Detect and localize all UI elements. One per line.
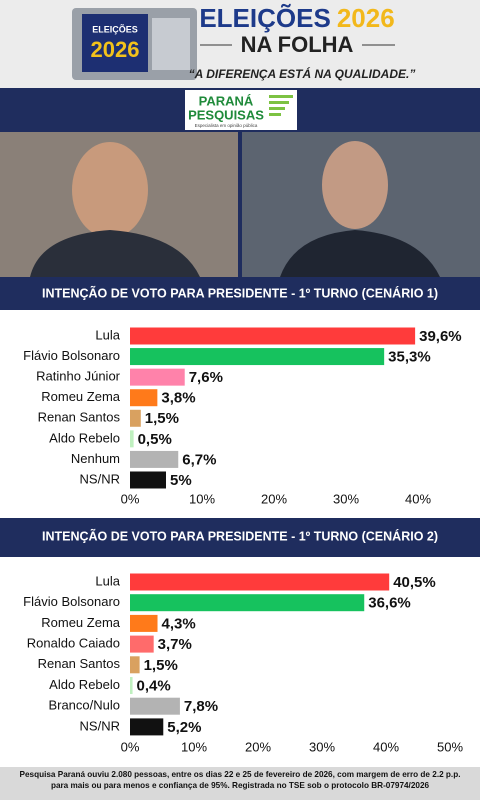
bar xyxy=(130,718,164,736)
slogan: “A DIFERENÇA ESTÁ NA QUALIDADE.” xyxy=(189,66,416,81)
sponsor-name: PESQUISAS xyxy=(188,107,264,122)
logo-word: ELEIÇÕES xyxy=(92,24,138,34)
value-label: 5,2% xyxy=(167,719,201,736)
x-tick-label: 10% xyxy=(189,491,215,506)
category-label: Nenhum xyxy=(71,451,120,466)
chart-title: INTENÇÃO DE VOTO PARA PRESIDENTE - 1º TU… xyxy=(42,285,438,300)
x-tick-label: 0% xyxy=(121,739,140,754)
category-label: Ronaldo Caiado xyxy=(27,636,120,651)
sponsor-tagline: Especialista em opinião pública xyxy=(195,123,258,128)
category-label: Branco/Nulo xyxy=(48,698,120,713)
category-label: Flávio Bolsonaro xyxy=(23,348,120,363)
category-label: Lula xyxy=(95,327,120,342)
value-label: 39,6% xyxy=(419,328,462,345)
bar xyxy=(130,327,416,345)
plot-bg xyxy=(0,557,480,767)
value-label: 40,5% xyxy=(393,574,436,591)
header-subtitle: NA FOLHA xyxy=(241,32,354,57)
category-label: Flávio Bolsonaro xyxy=(23,594,120,609)
value-label: 5% xyxy=(170,472,192,489)
value-label: 4,3% xyxy=(162,615,196,632)
title-band xyxy=(0,280,480,308)
photo-face xyxy=(322,141,388,229)
bar xyxy=(130,594,365,612)
value-label: 3,7% xyxy=(158,636,192,653)
sponsor-stripes xyxy=(269,95,293,116)
value-label: 6,7% xyxy=(182,451,216,468)
header-title: ELEIÇÕES 2026 xyxy=(199,3,394,33)
value-label: 0,5% xyxy=(138,431,172,448)
bar xyxy=(130,471,166,489)
category-label: Romeu Zema xyxy=(41,389,121,404)
bar xyxy=(130,450,179,468)
x-tick-label: 20% xyxy=(245,739,271,754)
value-label: 36,6% xyxy=(368,595,411,612)
x-tick-label: 40% xyxy=(373,739,399,754)
category-label: NS/NR xyxy=(80,718,120,733)
category-label: Renan Santos xyxy=(38,410,121,425)
x-tick-label: 10% xyxy=(181,739,207,754)
photo-suit xyxy=(280,230,440,277)
bar xyxy=(130,635,154,653)
bar xyxy=(130,573,390,591)
x-tick-label: 30% xyxy=(333,491,359,506)
bar xyxy=(130,677,133,694)
bar xyxy=(130,614,158,632)
category-label: Aldo Rebelo xyxy=(49,677,120,692)
photo-suit xyxy=(30,230,200,277)
value-label: 7,8% xyxy=(184,698,218,715)
plot-bg xyxy=(0,310,480,518)
chart-title: INTENÇÃO DE VOTO PARA PRESIDENTE - 1º TU… xyxy=(42,528,438,543)
title-band xyxy=(0,523,480,551)
logo-year: 2026 xyxy=(91,37,140,62)
category-label: Romeu Zema xyxy=(41,615,121,630)
category-label: Renan Santos xyxy=(38,656,121,671)
x-tick-label: 40% xyxy=(405,491,431,506)
bar xyxy=(130,656,140,674)
x-tick-label: 0% xyxy=(121,491,140,506)
x-tick-label: 30% xyxy=(309,739,335,754)
category-label: Aldo Rebelo xyxy=(49,430,120,445)
sponsor-name: PARANÁ xyxy=(199,93,254,108)
value-label: 1,5% xyxy=(145,410,179,427)
value-label: 35,3% xyxy=(388,349,431,366)
value-label: 3,8% xyxy=(161,390,195,407)
x-tick-label: 50% xyxy=(437,739,463,754)
footer-note: Pesquisa Paraná ouviu 2.080 pessoas, ent… xyxy=(0,767,480,800)
photo-face xyxy=(72,142,148,238)
title-word: ELEIÇÕES xyxy=(199,3,330,33)
value-label: 1,5% xyxy=(144,657,178,674)
logo-screen xyxy=(82,14,148,72)
category-label: Ratinho Júnior xyxy=(36,369,120,384)
bar xyxy=(130,409,141,427)
keypad xyxy=(152,18,190,70)
x-tick-label: 20% xyxy=(261,491,287,506)
value-label: 0,4% xyxy=(137,677,171,694)
infographic: ELEIÇÕES 2026 ELEIÇÕES 2026 NA FOLHA “A D… xyxy=(0,0,480,767)
category-label: NS/NR xyxy=(80,471,120,486)
bar xyxy=(130,430,134,448)
bar xyxy=(130,697,180,715)
bar xyxy=(130,368,185,386)
value-label: 7,6% xyxy=(189,369,223,386)
bar xyxy=(130,348,385,366)
bar xyxy=(130,389,158,407)
title-year: 2026 xyxy=(337,3,395,33)
category-label: Lula xyxy=(95,573,120,588)
